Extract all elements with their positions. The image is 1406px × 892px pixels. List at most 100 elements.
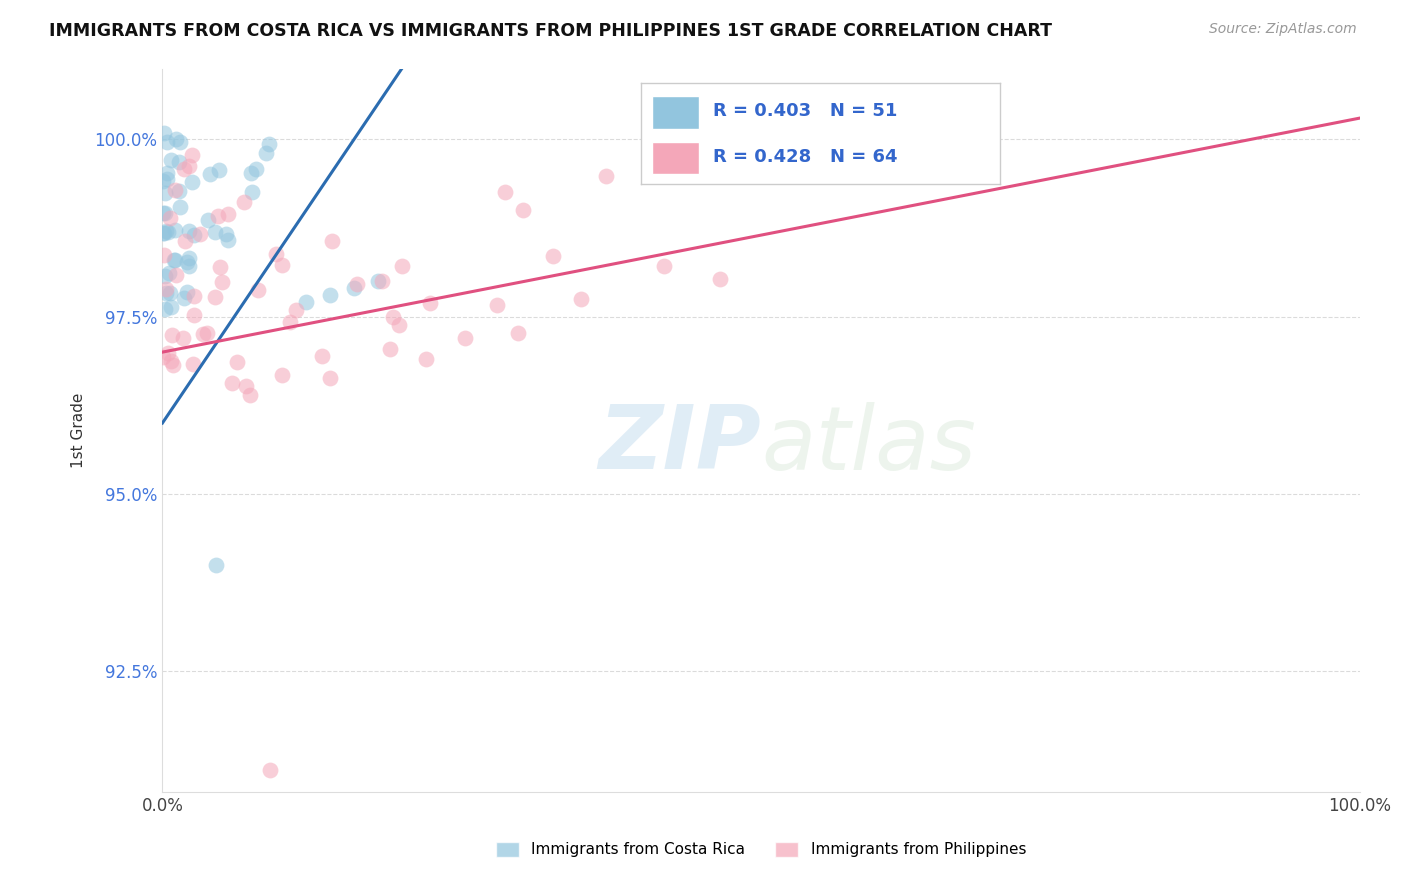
Immigrants from Philippines <box>388 318 411 332</box>
Immigrants from Philippines <box>541 249 564 263</box>
Immigrants from Costa Rica <box>343 281 366 295</box>
Immigrants from Costa Rica <box>240 186 263 200</box>
Immigrants from Costa Rica <box>179 251 201 265</box>
Immigrants from Philippines <box>173 234 195 248</box>
Immigrants from Philippines <box>152 350 174 364</box>
Immigrants from Costa Rica <box>295 295 318 310</box>
Immigrants from Costa Rica <box>198 167 221 181</box>
Immigrants from Costa Rica <box>156 171 179 186</box>
Immigrants from Philippines <box>217 207 239 221</box>
Immigrants from Costa Rica <box>177 224 200 238</box>
Immigrants from Philippines <box>235 379 257 393</box>
Immigrants from Costa Rica <box>215 227 238 241</box>
Immigrants from Philippines <box>280 315 302 329</box>
Immigrants from Philippines <box>454 331 477 345</box>
Immigrants from Philippines <box>371 274 394 288</box>
Immigrants from Philippines <box>284 302 307 317</box>
Immigrants from Costa Rica <box>197 213 219 227</box>
Immigrants from Philippines <box>195 326 218 340</box>
Immigrants from Costa Rica <box>181 175 204 189</box>
Immigrants from Costa Rica <box>157 225 180 239</box>
Immigrants from Costa Rica <box>319 288 342 302</box>
Immigrants from Philippines <box>188 227 211 242</box>
Immigrants from Philippines <box>264 247 287 261</box>
Immigrants from Costa Rica <box>160 153 183 168</box>
Immigrants from Costa Rica <box>165 132 187 146</box>
Text: atlas: atlas <box>761 401 976 488</box>
Immigrants from Philippines <box>191 326 214 341</box>
Immigrants from Philippines <box>382 310 405 325</box>
Immigrants from Philippines <box>221 376 243 390</box>
Immigrants from Philippines <box>415 351 437 366</box>
Text: ZIP: ZIP <box>598 401 761 488</box>
Immigrants from Philippines <box>157 345 180 359</box>
Immigrants from Philippines <box>512 203 534 218</box>
Immigrants from Costa Rica <box>152 227 174 241</box>
Immigrants from Philippines <box>225 355 247 369</box>
Immigrants from Philippines <box>163 183 186 197</box>
Immigrants from Philippines <box>652 259 675 273</box>
Immigrants from Costa Rica <box>155 224 177 238</box>
Immigrants from Philippines <box>321 234 343 248</box>
Immigrants from Philippines <box>209 260 232 274</box>
Immigrants from Costa Rica <box>155 186 177 200</box>
Immigrants from Philippines <box>391 259 413 273</box>
Immigrants from Costa Rica <box>173 291 195 305</box>
Immigrants from Philippines <box>159 211 181 226</box>
Immigrants from Costa Rica <box>205 558 228 572</box>
Immigrants from Costa Rica <box>153 226 176 240</box>
Immigrants from Philippines <box>247 284 270 298</box>
Immigrants from Costa Rica <box>163 252 186 267</box>
Immigrants from Philippines <box>153 248 176 262</box>
Immigrants from Costa Rica <box>155 302 177 317</box>
Immigrants from Philippines <box>486 297 509 311</box>
Immigrants from Philippines <box>595 169 617 183</box>
Immigrants from Costa Rica <box>152 174 174 188</box>
Immigrants from Costa Rica <box>245 162 267 177</box>
Y-axis label: 1st Grade: 1st Grade <box>72 392 86 467</box>
Immigrants from Philippines <box>709 272 731 286</box>
Immigrants from Philippines <box>162 358 184 372</box>
Immigrants from Philippines <box>183 289 205 303</box>
Immigrants from Philippines <box>204 289 226 303</box>
Immigrants from Philippines <box>419 295 441 310</box>
Immigrants from Costa Rica <box>176 285 198 299</box>
Immigrants from Philippines <box>319 370 342 384</box>
Immigrants from Costa Rica <box>156 136 179 150</box>
Immigrants from Costa Rica <box>367 274 389 288</box>
Immigrants from Costa Rica <box>160 300 183 314</box>
Immigrants from Philippines <box>270 368 292 383</box>
Legend: Immigrants from Costa Rica, Immigrants from Philippines: Immigrants from Costa Rica, Immigrants f… <box>489 836 1032 863</box>
Immigrants from Philippines <box>180 148 202 162</box>
Immigrants from Philippines <box>378 343 401 357</box>
Immigrants from Philippines <box>160 354 183 368</box>
Immigrants from Philippines <box>506 326 529 340</box>
Immigrants from Philippines <box>155 282 177 296</box>
Immigrants from Costa Rica <box>208 162 231 177</box>
Immigrants from Philippines <box>183 308 205 322</box>
Immigrants from Costa Rica <box>157 266 180 280</box>
Immigrants from Philippines <box>165 268 187 283</box>
Immigrants from Costa Rica <box>153 269 176 284</box>
Immigrants from Philippines <box>239 388 262 402</box>
Immigrants from Philippines <box>173 162 195 177</box>
Immigrants from Philippines <box>211 275 233 289</box>
Text: IMMIGRANTS FROM COSTA RICA VS IMMIGRANTS FROM PHILIPPINES 1ST GRADE CORRELATION : IMMIGRANTS FROM COSTA RICA VS IMMIGRANTS… <box>49 22 1052 40</box>
Immigrants from Philippines <box>311 349 333 363</box>
Immigrants from Philippines <box>207 209 229 223</box>
Text: Source: ZipAtlas.com: Source: ZipAtlas.com <box>1209 22 1357 37</box>
Immigrants from Philippines <box>232 194 254 209</box>
Immigrants from Philippines <box>494 185 516 199</box>
Immigrants from Costa Rica <box>156 166 179 180</box>
Immigrants from Costa Rica <box>204 225 226 239</box>
Immigrants from Costa Rica <box>177 259 200 273</box>
Immigrants from Costa Rica <box>169 154 191 169</box>
Immigrants from Costa Rica <box>254 146 277 161</box>
Immigrants from Philippines <box>177 159 200 173</box>
Immigrants from Philippines <box>259 764 281 778</box>
Immigrants from Philippines <box>569 292 592 306</box>
Immigrants from Costa Rica <box>153 206 176 220</box>
Immigrants from Costa Rica <box>169 184 191 198</box>
Immigrants from Costa Rica <box>155 285 177 300</box>
Immigrants from Costa Rica <box>163 222 186 236</box>
